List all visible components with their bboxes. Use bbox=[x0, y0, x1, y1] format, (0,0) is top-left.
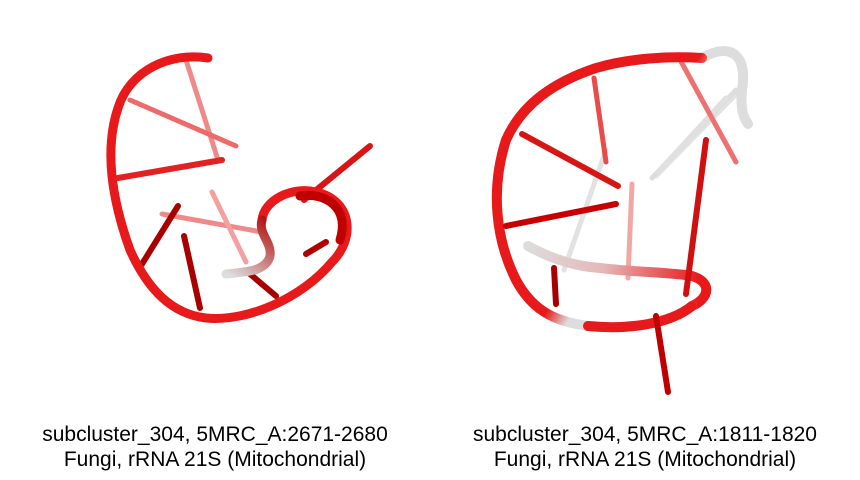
rna-structure-image-left bbox=[106, 52, 373, 323]
caption-right: subcluster_304, 5MRC_A:1811-1820 Fungi, … bbox=[430, 422, 860, 472]
structure-panel-right: subcluster_304, 5MRC_A:1811-1820 Fungi, … bbox=[430, 0, 860, 480]
structure-panel-left: subcluster_304, 5MRC_A:2671-2680 Fungi, … bbox=[0, 52, 430, 472]
caption-left-line2: Fungi, rRNA 21S (Mitochondrial) bbox=[63, 448, 367, 471]
caption-right-line2: Fungi, rRNA 21S (Mitochondrial) bbox=[493, 448, 797, 471]
backbone-left bbox=[106, 52, 352, 323]
rna-structure-image-right bbox=[491, 46, 753, 395]
base-sticks-left bbox=[115, 57, 373, 311]
base-sticks-right-back bbox=[561, 53, 743, 281]
backbone-right bbox=[491, 46, 753, 333]
caption-left-line1: subcluster_304, 5MRC_A:2671-2680 bbox=[42, 423, 388, 446]
caption-left: subcluster_304, 5MRC_A:2671-2680 Fungi, … bbox=[0, 422, 430, 472]
caption-right-line1: subcluster_304, 5MRC_A:1811-1820 bbox=[473, 423, 817, 446]
base-sticks-right-front bbox=[503, 131, 709, 395]
